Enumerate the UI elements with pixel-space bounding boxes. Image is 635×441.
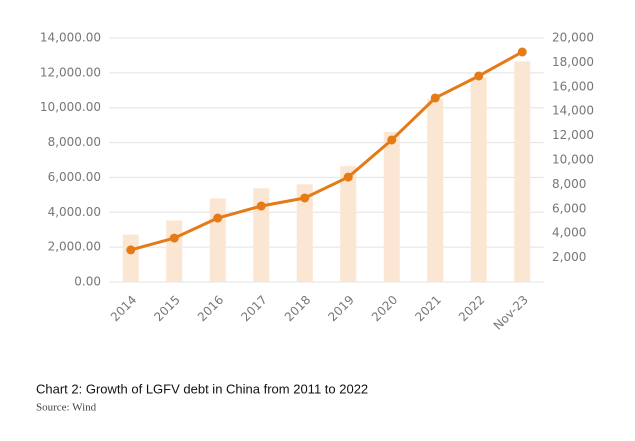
- chart-source: Source: Wind: [36, 402, 97, 414]
- x-tick-label: 2017: [238, 293, 269, 324]
- bar: [514, 61, 531, 283]
- point: [430, 93, 440, 103]
- bar: [340, 166, 357, 282]
- point: [474, 71, 484, 81]
- point: [517, 47, 527, 57]
- bar: [470, 77, 487, 282]
- point: [300, 193, 310, 203]
- x-tick-label: 2021: [412, 293, 443, 324]
- line: [130, 50, 523, 252]
- bar: [209, 198, 226, 282]
- x-tick-label: 2018: [282, 293, 313, 324]
- point: [387, 135, 397, 145]
- bar: [427, 98, 444, 282]
- y2-tick-label: 10,000: [552, 153, 594, 167]
- point: [343, 172, 353, 182]
- point: [256, 201, 266, 211]
- y2-tick-label: 12,000: [552, 128, 594, 142]
- bar: [122, 234, 139, 282]
- x-tick-label: Nov-23: [491, 293, 531, 333]
- point: [126, 245, 136, 255]
- x-tick-label: 2015: [151, 293, 182, 324]
- x-tick-label: 2020: [369, 293, 400, 324]
- x-tick-label: 2022: [456, 293, 487, 324]
- x-tick-label: 2019: [325, 293, 356, 324]
- bar: [296, 184, 313, 282]
- y-tick-label: 10,000.00: [40, 100, 101, 114]
- y2-tick-label: 20,000: [552, 31, 594, 45]
- y2-tick-label: 14,000: [552, 104, 594, 118]
- y-tick-label: 4,000.00: [48, 205, 101, 219]
- chart-caption: Chart 2: Growth of LGFV debt in China fr…: [36, 381, 368, 396]
- bar: [253, 188, 270, 282]
- y-tick-label: 2,000.00: [48, 240, 101, 254]
- y-tick-label: 0.00: [74, 275, 101, 289]
- y2-tick-label: 4,000: [552, 226, 586, 240]
- bar: [383, 131, 400, 282]
- point: [169, 233, 179, 243]
- x-tick-label: 2016: [195, 293, 226, 324]
- y-tick-label: 6,000.00: [48, 170, 101, 184]
- bar: [166, 220, 183, 282]
- x-tick-label: 2014: [108, 293, 139, 324]
- y2-tick-label: 6,000: [552, 201, 586, 215]
- point: [213, 213, 223, 223]
- y-tick-label: 12,000.00: [40, 65, 101, 79]
- y2-tick-label: 8,000: [552, 177, 586, 191]
- y2-tick-label: 18,000: [552, 55, 594, 69]
- y2-tick-label: 16,000: [552, 79, 594, 93]
- y-tick-label: 14,000.00: [40, 31, 101, 45]
- y2-tick-label: 2,000: [552, 250, 586, 264]
- y-tick-label: 8,000.00: [48, 135, 101, 149]
